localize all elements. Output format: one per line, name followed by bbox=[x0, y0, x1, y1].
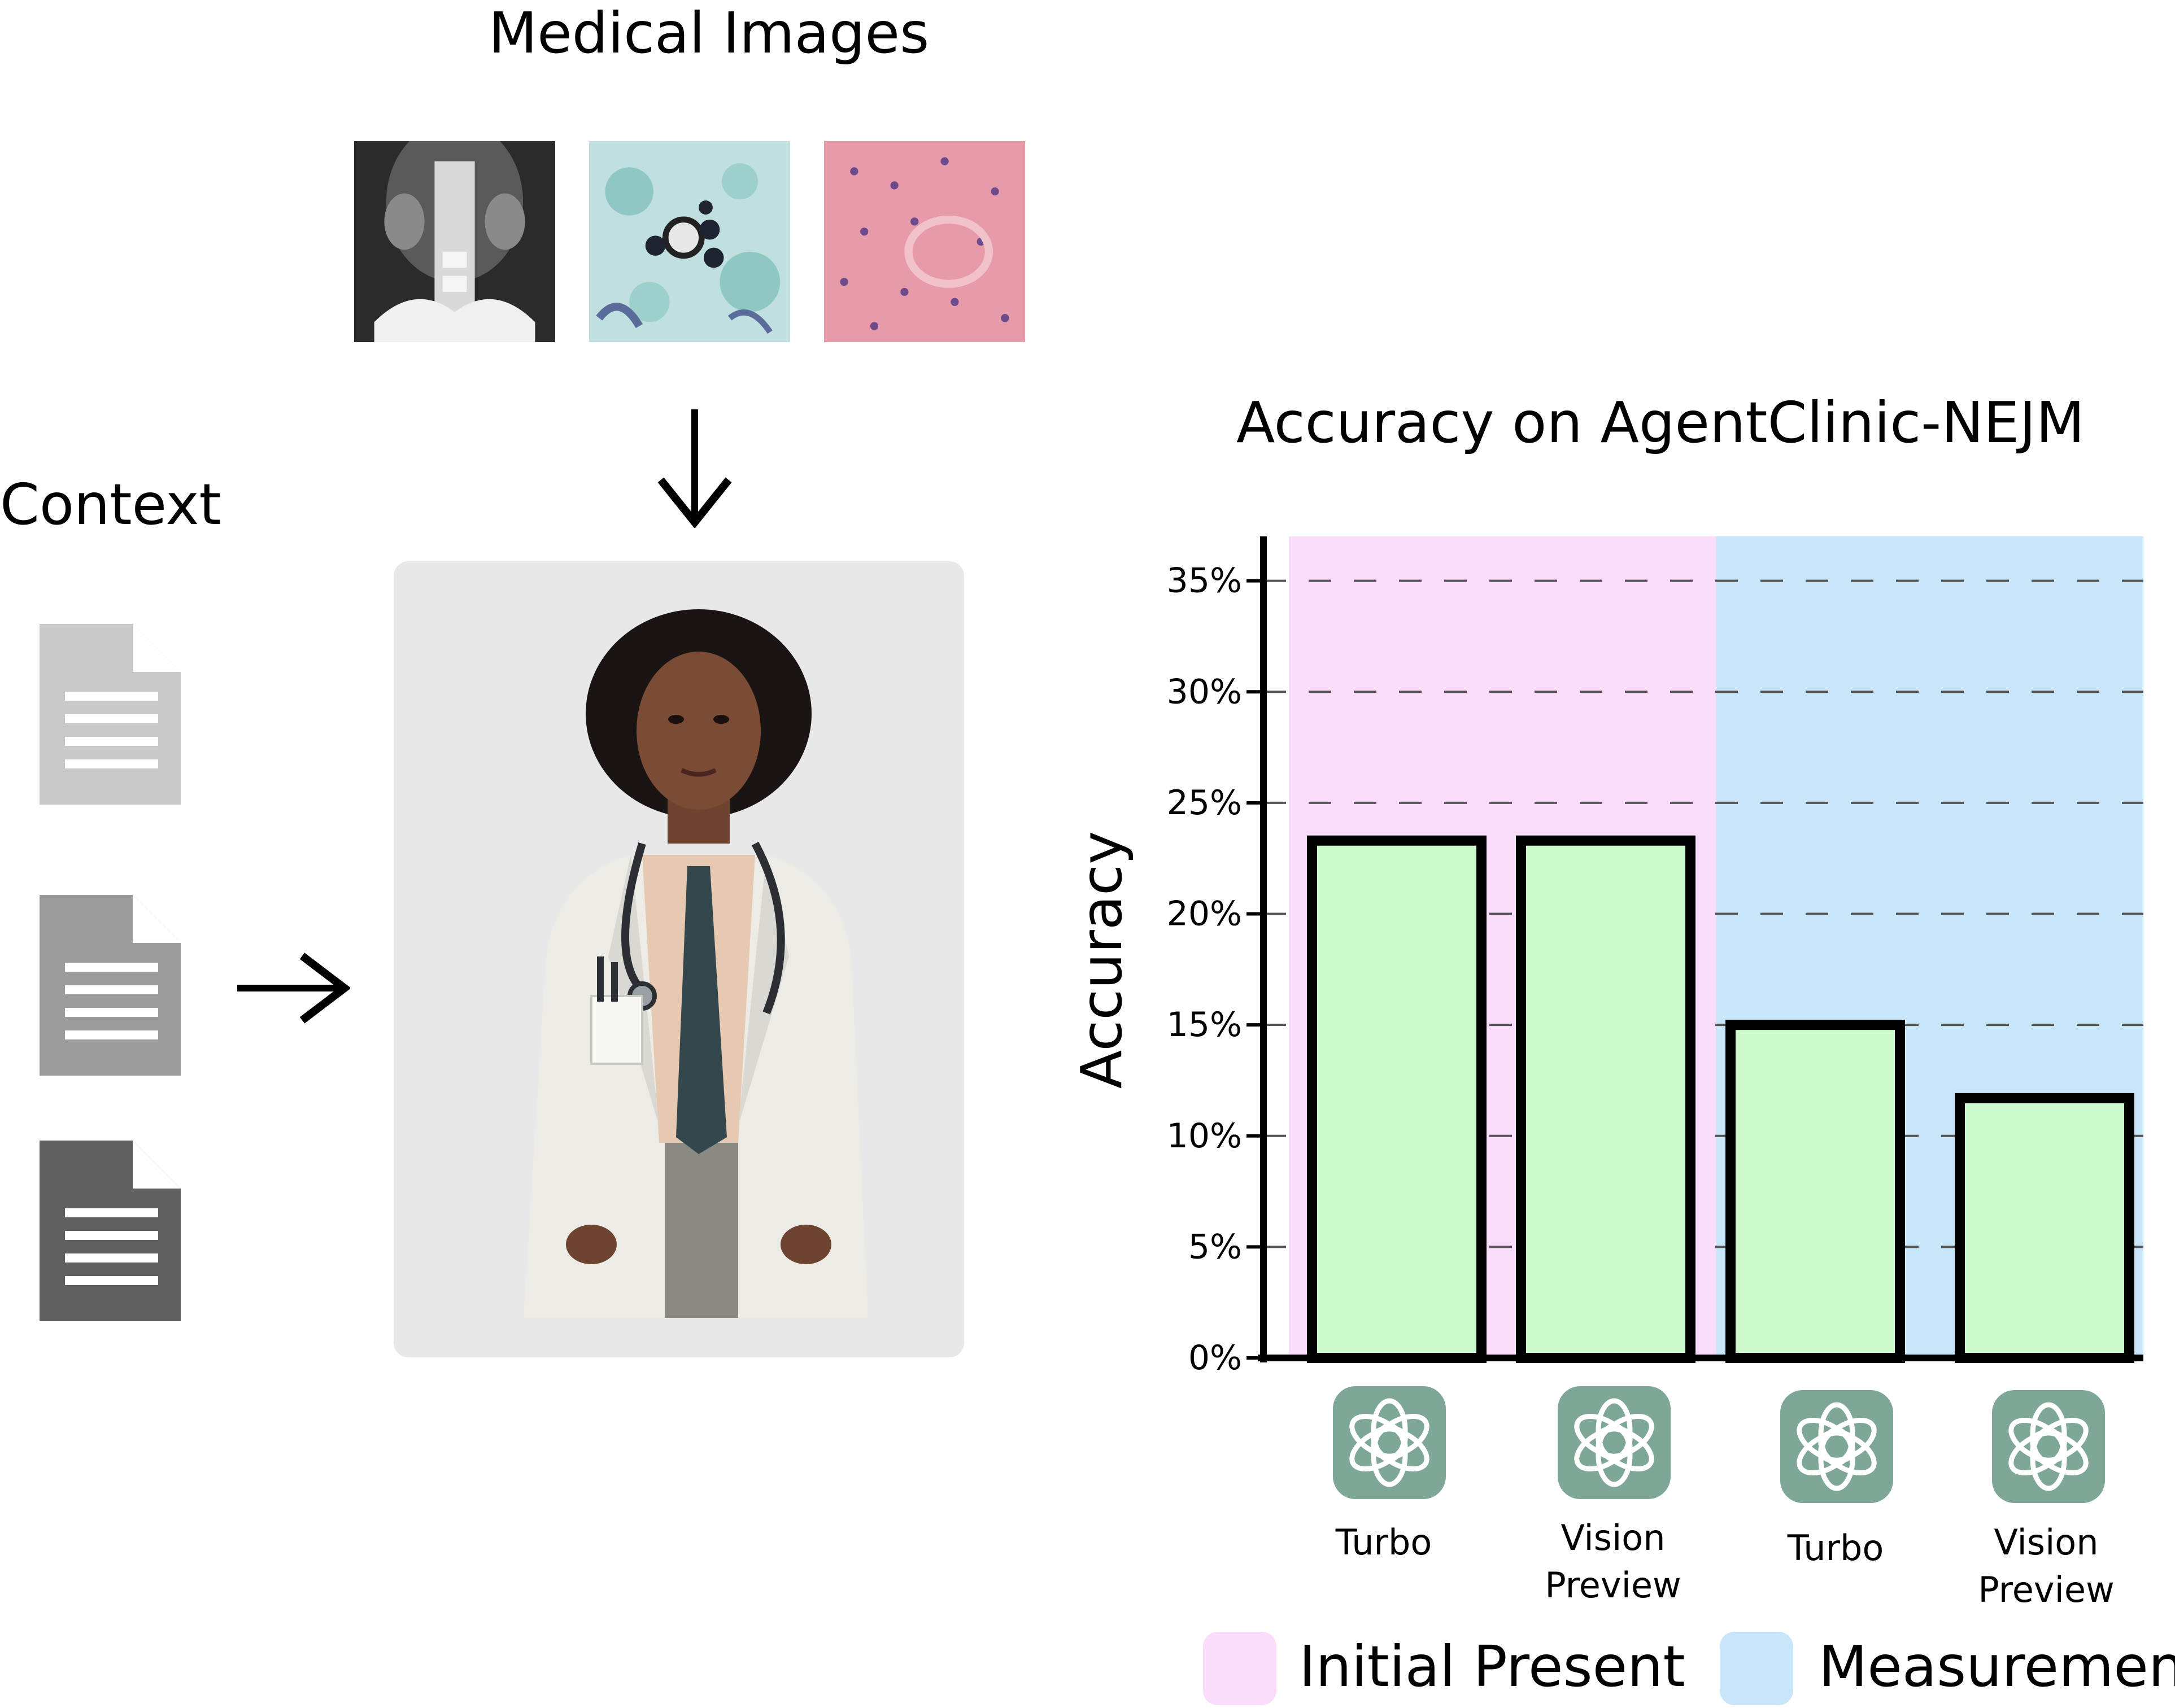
category-label: Vision Preview bbox=[1545, 1517, 1681, 1606]
legend-swatch-measurement bbox=[1720, 1632, 1793, 1705]
openai-logo-icon bbox=[1333, 1386, 1446, 1499]
right-arrow-icon bbox=[237, 953, 350, 1024]
y-tick-label: 30% bbox=[1167, 672, 1242, 711]
bar bbox=[1516, 835, 1695, 1364]
category-label: Turbo bbox=[1335, 1522, 1432, 1563]
openai-logo-icon bbox=[1558, 1386, 1671, 1499]
legend-label-measurement: Measurement bbox=[1819, 1633, 2175, 1700]
openai-logo-icon bbox=[1780, 1390, 1893, 1503]
document-icon bbox=[40, 895, 181, 1076]
chart-title: Accuracy on AgentClinic-NEJM bbox=[1236, 390, 2085, 456]
bar bbox=[1307, 835, 1487, 1364]
y-tick-label: 25% bbox=[1167, 783, 1242, 823]
y-axis-label: Accuracy bbox=[1069, 831, 1135, 1089]
microscopy-stain-icon bbox=[589, 141, 790, 342]
document-icon bbox=[40, 1141, 181, 1321]
legend-label-initial-present: Initial Present bbox=[1299, 1633, 1685, 1700]
category-label: Vision Preview bbox=[1978, 1522, 2115, 1610]
y-tick-label: 10% bbox=[1167, 1116, 1242, 1156]
ct-scan-icon bbox=[354, 141, 555, 342]
down-arrow-icon bbox=[657, 409, 732, 528]
category-label: Turbo bbox=[1787, 1527, 1884, 1569]
y-tick-label: 15% bbox=[1167, 1005, 1242, 1045]
medical-images-title: Medical Images bbox=[489, 0, 930, 66]
y-tick-label: 35% bbox=[1167, 561, 1242, 601]
openai-logo-icon bbox=[1992, 1390, 2105, 1503]
y-tick-label: 5% bbox=[1188, 1227, 1242, 1266]
y-tick-label: 0% bbox=[1188, 1338, 1242, 1378]
legend-swatch-initial-present bbox=[1203, 1632, 1276, 1705]
histology-icon bbox=[824, 141, 1025, 342]
y-tick-label: 20% bbox=[1167, 894, 1242, 934]
document-icon bbox=[40, 624, 181, 805]
bar bbox=[1725, 1020, 1905, 1363]
doctor-illustration-icon bbox=[524, 609, 868, 1318]
context-title: Context bbox=[0, 471, 221, 538]
bar bbox=[1955, 1093, 2134, 1363]
